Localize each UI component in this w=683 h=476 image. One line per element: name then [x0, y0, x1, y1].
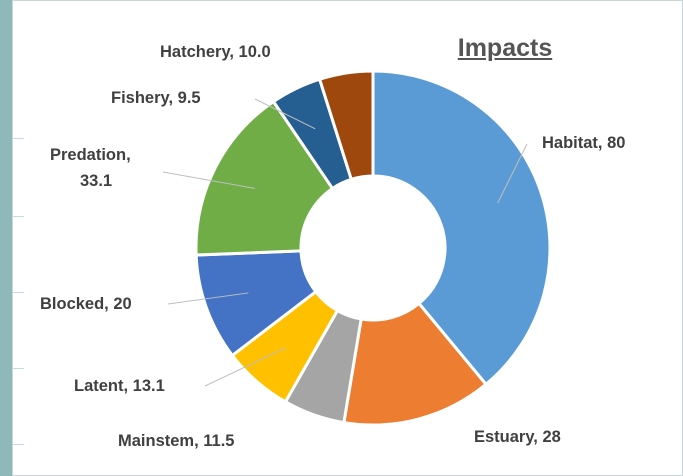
left-strip-divider — [12, 216, 24, 217]
leader-line — [204, 347, 287, 387]
slice-label: Habitat, 80 — [542, 134, 625, 152]
donut-slice — [371, 69, 552, 387]
left-strip-divider — [12, 368, 24, 369]
left-strip-divider — [12, 292, 24, 293]
leader-line — [162, 171, 255, 189]
slice-label: Hatchery, 10.0 — [160, 43, 271, 61]
slice-label: Estuary, 28 — [474, 428, 561, 446]
donut-slice — [317, 69, 375, 182]
donut-slice — [342, 301, 489, 427]
leader-line — [497, 143, 528, 204]
left-strip-divider — [12, 138, 24, 139]
chart-title: Impacts — [457, 34, 553, 62]
slice-label: Latent, 13.1 — [74, 377, 165, 395]
slice-label: Mainstem, 11.5 — [118, 432, 234, 450]
leader-line — [254, 98, 316, 130]
left-strip-divider — [12, 444, 24, 445]
slice-label: Fishery, 9.5 — [111, 89, 201, 107]
slice-label: Predation, 33.1 — [50, 146, 131, 190]
leader-line — [167, 292, 249, 305]
slice-label: Blocked, 20 — [40, 295, 132, 313]
